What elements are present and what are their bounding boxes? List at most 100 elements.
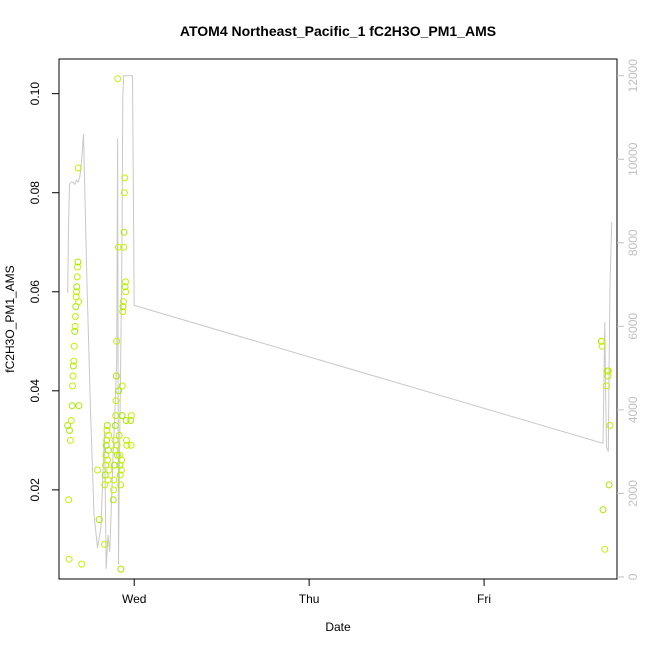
- data-point: [123, 441, 131, 449]
- data-point: [122, 288, 130, 296]
- data-point: [66, 426, 73, 434]
- data-point: [122, 417, 130, 424]
- data-point: [116, 461, 124, 469]
- data-point: [604, 367, 612, 375]
- data-point: [113, 441, 121, 449]
- data-point: [105, 431, 113, 439]
- data-point: [65, 496, 73, 504]
- y-tick-label: 0.02: [28, 478, 42, 502]
- data-point: [127, 441, 135, 449]
- data-point: [120, 189, 128, 197]
- data-point: [123, 436, 130, 444]
- altitude-line: [67, 75, 613, 569]
- y-tick-label: 0.08: [28, 181, 42, 205]
- data-point: [113, 337, 121, 345]
- data-point: [74, 164, 82, 172]
- right-axis: 0 2000 4000 6000 8000 10000 12000: [617, 59, 640, 580]
- data-point: [120, 228, 128, 236]
- data-point: [71, 327, 79, 335]
- data-point: [121, 283, 129, 291]
- data-point: [103, 422, 111, 429]
- data-point: [73, 288, 80, 296]
- data-point: [74, 263, 81, 271]
- data-point: [74, 258, 82, 266]
- data-point: [606, 422, 614, 429]
- data-point: [117, 466, 125, 474]
- data-point: [120, 243, 128, 251]
- data-point: [116, 471, 124, 479]
- data-point: [110, 486, 118, 494]
- data-point: [68, 402, 76, 410]
- data-point: [112, 372, 120, 380]
- data-point: [601, 545, 609, 553]
- data-point: [94, 466, 101, 474]
- data-point: [604, 372, 612, 380]
- data-point: [115, 243, 122, 251]
- y2-tick-label: 2000: [626, 480, 640, 507]
- data-point: [111, 422, 119, 429]
- y2-tick-label: 10000: [626, 142, 640, 176]
- data-point: [118, 456, 126, 464]
- data-point: [122, 278, 129, 286]
- data-point: [73, 273, 81, 281]
- data-point: [113, 451, 121, 459]
- y2-tick-label: 6000: [626, 313, 640, 340]
- data-point: [121, 174, 129, 182]
- y-tick-label: 0.04: [28, 379, 42, 403]
- x-tick-label: Fri: [477, 592, 491, 606]
- data-point: [117, 565, 125, 573]
- data-point: [110, 476, 118, 484]
- data-point: [70, 357, 78, 365]
- x-axis: Wed Thu Fri: [122, 579, 491, 606]
- data-point: [71, 322, 79, 330]
- data-point: [69, 372, 77, 380]
- chart-title: ATOM4 Northeast_Pacific_1 fC2H3O_PM1_AMS: [180, 23, 496, 39]
- data-point: [69, 362, 77, 370]
- left-axis: 0.02 0.04 0.06 0.08 0.10: [28, 82, 59, 502]
- data-point: [118, 382, 126, 390]
- data-point: [119, 303, 127, 311]
- altitude-line-series: [67, 75, 613, 569]
- y-tick-label: 0.06: [28, 280, 42, 304]
- y2-tick-label: 12000: [626, 59, 640, 93]
- data-point: [95, 516, 103, 524]
- x-tick-label: Thu: [299, 592, 320, 606]
- data-point: [101, 481, 109, 489]
- data-point: [75, 298, 83, 306]
- data-point: [112, 397, 120, 405]
- y-axis-title: fC2H3O_PM1_AMS: [3, 265, 17, 372]
- data-point: [115, 387, 123, 395]
- data-point: [69, 382, 77, 390]
- data-point: [598, 342, 606, 350]
- y2-tick-label: 4000: [626, 396, 640, 423]
- data-point: [118, 412, 126, 420]
- x-tick-label: Wed: [122, 592, 146, 606]
- data-point: [65, 555, 73, 563]
- data-point: [109, 496, 117, 504]
- data-point: [104, 456, 112, 464]
- data-point: [127, 412, 135, 420]
- plot-frame: [58, 58, 618, 580]
- x-axis-title: Date: [325, 620, 351, 634]
- data-point: [78, 560, 86, 568]
- y2-tick-label: 0: [626, 573, 640, 580]
- data-point: [117, 481, 125, 489]
- data-point: [71, 313, 79, 320]
- data-point: [127, 417, 135, 424]
- data-point: [73, 283, 81, 291]
- y2-tick-label: 8000: [626, 229, 640, 256]
- data-point: [119, 308, 127, 316]
- data-point: [603, 382, 610, 390]
- data-point: [67, 417, 75, 424]
- data-point: [66, 436, 74, 444]
- data-point: [64, 422, 72, 429]
- data-point: [114, 75, 122, 83]
- data-point: [599, 506, 607, 514]
- data-point: [598, 337, 606, 345]
- data-point: [101, 540, 108, 548]
- data-point: [75, 402, 83, 410]
- data-point: [70, 342, 78, 350]
- data-point: [605, 481, 613, 489]
